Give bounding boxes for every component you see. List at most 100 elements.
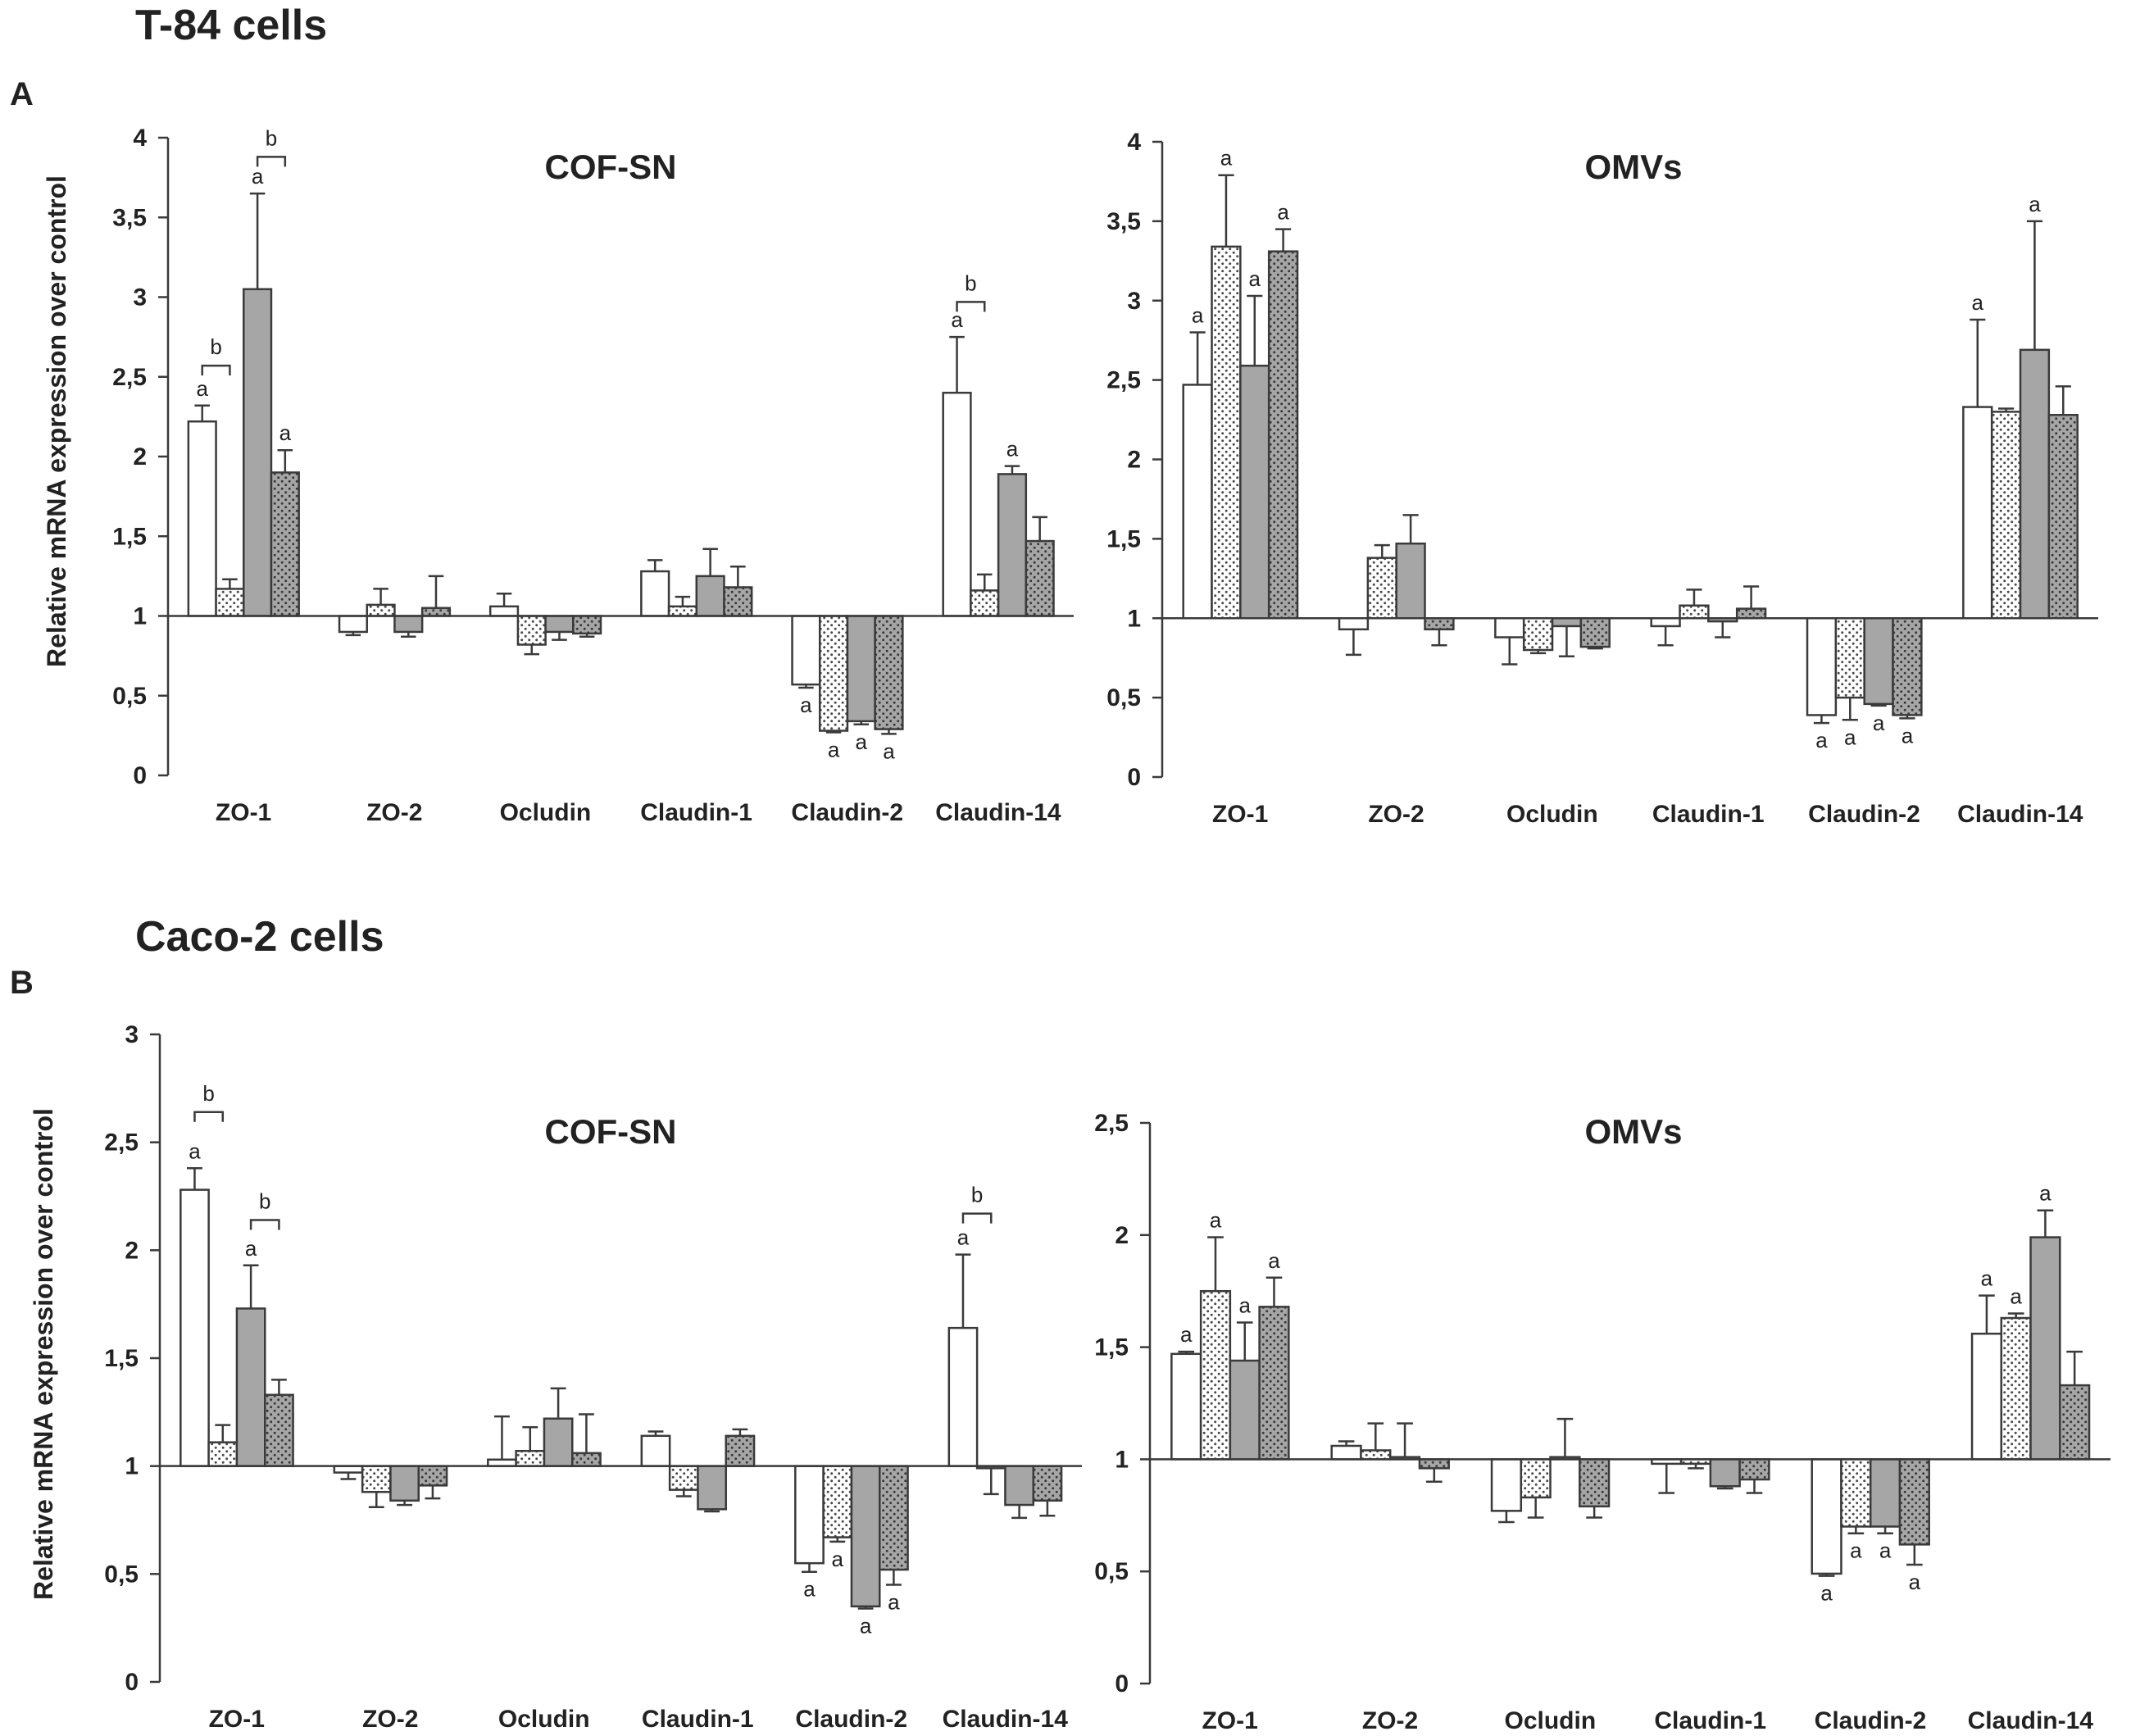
significance-mark: a: [1239, 1293, 1252, 1318]
y-tick-label: 0,5: [1106, 684, 1141, 711]
y-tick-label: 2,5: [112, 364, 147, 391]
x-tick-label: ZO-2: [1362, 1707, 1418, 1734]
bar: [243, 288, 273, 617]
bar: [695, 575, 725, 617]
chart-title: OMVs: [1584, 148, 1682, 186]
bar: [2000, 1316, 2032, 1461]
bar: [1004, 1465, 1034, 1507]
y-tick-label: 2,5: [1106, 367, 1141, 394]
bar: [697, 1465, 727, 1511]
significance-mark: a: [1249, 266, 1261, 291]
bar: [179, 1188, 210, 1467]
bar: [1330, 1444, 1362, 1461]
y-tick-label: 4: [1127, 129, 1141, 156]
significance-mark: a: [1902, 723, 1914, 748]
x-tick-label: ZO-1: [216, 799, 271, 826]
bar: [846, 615, 876, 723]
bar: [1579, 617, 1611, 648]
bar: [571, 1452, 602, 1467]
bar: [515, 1449, 546, 1467]
bar: [640, 570, 670, 617]
bar: [393, 615, 424, 634]
significance-mark: a: [1277, 200, 1289, 225]
y-tick-label: 0: [133, 762, 147, 789]
y-tick-label: 0,5: [1094, 1558, 1129, 1585]
chart-t84-cof-sn: COF-SN Relative mRNA expression over cont…: [42, 125, 1074, 826]
y-axis-title: Relative mRNA expression over control: [42, 175, 71, 667]
section-title-caco2: Caco-2 cells: [135, 913, 384, 961]
x-tick-label: ZO-2: [362, 1706, 418, 1733]
bar: [1834, 617, 1865, 699]
significance-bracket: [201, 364, 231, 376]
bar: [1806, 617, 1838, 716]
significance-bracket: [956, 301, 986, 312]
bar: [1494, 617, 1525, 639]
y-tick-label: 0,5: [112, 683, 147, 710]
bar: [2019, 348, 2051, 620]
significance-mark: a: [2010, 1284, 2022, 1309]
bar: [516, 615, 547, 646]
y-tick-label: 1: [1115, 1446, 1129, 1473]
x-tick-label: ZO-1: [1202, 1707, 1257, 1734]
significance-bracket: [256, 156, 287, 167]
bar: [1267, 250, 1299, 620]
bar: [1650, 617, 1681, 628]
x-tick-label: ZO-1: [1212, 801, 1268, 828]
x-tick-label: Claudin-1: [640, 799, 752, 826]
bar: [1199, 1289, 1232, 1461]
bar: [1962, 406, 1993, 620]
bar: [544, 615, 575, 634]
x-tick-label: Ocludin: [498, 1706, 590, 1733]
y-axis-title: Relative mRNA expression over control: [29, 1108, 58, 1600]
x-tick-label: ZO-1: [209, 1706, 265, 1733]
significance-mark: a: [2039, 1181, 2051, 1206]
bar: [1551, 617, 1583, 628]
bar: [1239, 364, 1270, 620]
bar: [1811, 1458, 1842, 1575]
bar: [366, 603, 396, 617]
bar: [794, 1465, 825, 1565]
bar: [1366, 557, 1397, 620]
y-tick-label: 1,5: [112, 523, 147, 550]
bar: [1211, 245, 1242, 620]
x-tick-label: Claudin-14: [1968, 1707, 2094, 1734]
bar: [543, 1417, 574, 1467]
bar: [1863, 617, 1894, 706]
significance-mark: a: [196, 376, 208, 401]
bar: [187, 420, 217, 617]
x-tick-label: Claudin-1: [1652, 801, 1765, 828]
bar: [942, 391, 972, 617]
bar: [970, 589, 1000, 617]
significance-bracket: [961, 1212, 993, 1224]
bar: [1679, 604, 1710, 620]
significance-mark: a: [856, 729, 868, 754]
significance-mark: a: [1180, 1322, 1193, 1347]
significance-mark: a: [1850, 1538, 1862, 1563]
significance-mark: a: [957, 1225, 970, 1250]
bar: [215, 588, 245, 617]
bar: [1258, 1306, 1290, 1461]
bar: [235, 1307, 266, 1467]
y-tick-label: 0: [1127, 764, 1141, 791]
bar: [874, 615, 904, 730]
significance-mark: a: [1981, 1266, 1993, 1291]
y-tick-label: 2: [1115, 1222, 1129, 1249]
significance-bracket: [249, 1219, 280, 1230]
x-tick-label: ZO-2: [366, 799, 422, 826]
significance-mark: a: [888, 1590, 900, 1615]
chart-caco2-cof-sn: COF-SN Relative mRNA expression over cont…: [29, 1021, 1082, 1733]
panel-label-b: B: [10, 965, 34, 1001]
chart-title: COF-SN: [545, 1112, 677, 1151]
significance-mark: a: [2029, 192, 2041, 216]
bar: [207, 1441, 239, 1467]
bar: [1338, 617, 1370, 631]
chart-title: OMVs: [1584, 1112, 1682, 1151]
bar: [361, 1465, 392, 1493]
significance-mark: a: [1972, 290, 1984, 315]
panel-label-a: A: [10, 76, 34, 112]
significance-mark: a: [832, 1547, 844, 1571]
y-tick-label: 0,5: [104, 1561, 139, 1588]
chart-title: COF-SN: [545, 148, 677, 186]
y-tick-label: 2,5: [104, 1129, 139, 1157]
